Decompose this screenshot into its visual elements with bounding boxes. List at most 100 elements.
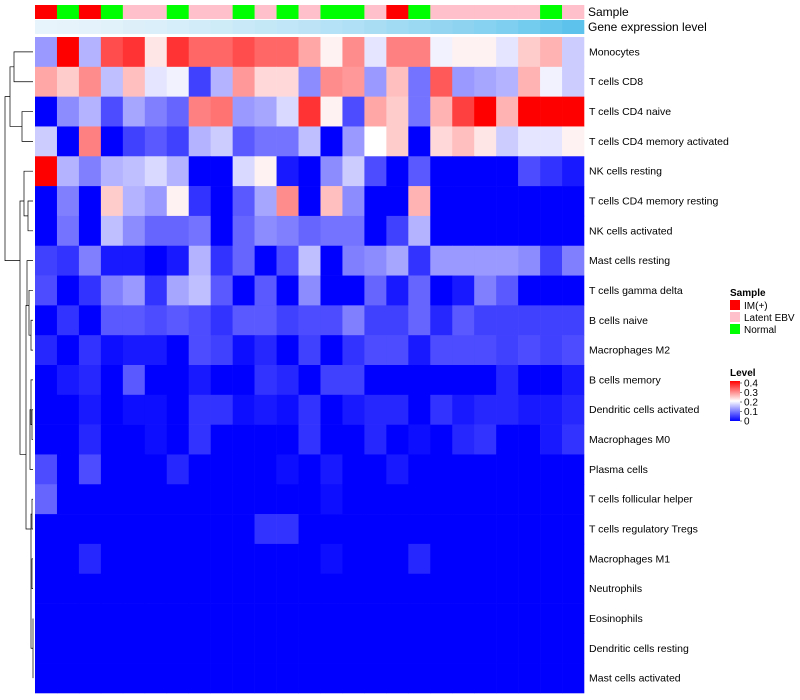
heatmap-cell xyxy=(100,245,124,276)
heatmap-cell xyxy=(320,394,343,425)
heatmap-cell xyxy=(232,156,255,187)
heatmap-cell xyxy=(540,37,563,68)
heatmap-cell xyxy=(78,663,102,694)
heatmap-cell xyxy=(430,424,453,455)
heatmap-cell xyxy=(496,305,519,336)
heatmap-cell xyxy=(364,543,387,575)
heatmap-cell xyxy=(540,275,563,306)
heatmap-cell xyxy=(540,454,563,485)
heatmap-cell xyxy=(232,275,255,306)
heatmap-cell xyxy=(166,543,190,575)
heatmap-cell xyxy=(188,633,211,664)
heatmap-cell xyxy=(386,573,409,604)
row-label: Plasma cells xyxy=(589,464,648,476)
heatmap-cell xyxy=(144,424,168,455)
expression-level-cell xyxy=(210,20,233,34)
sample-annotation-cell xyxy=(474,5,497,19)
heatmap-cell xyxy=(474,454,497,485)
heatmap-cell xyxy=(122,305,146,336)
heatmap-cell xyxy=(188,126,211,157)
heatmap-cell xyxy=(254,275,277,306)
heatmap-cell xyxy=(518,663,541,694)
heatmap-cell xyxy=(35,484,58,515)
heatmap-cell xyxy=(232,633,255,664)
heatmap-cell xyxy=(276,573,299,604)
heatmap-cell xyxy=(122,573,146,604)
heatmap-cell xyxy=(342,365,365,396)
heatmap-cell xyxy=(562,37,585,68)
heatmap-cell xyxy=(540,484,563,515)
dendrogram-branch xyxy=(30,319,33,351)
level-legend-label: 0.2 xyxy=(744,398,758,409)
expression-level-cell xyxy=(342,20,365,34)
heatmap-cell xyxy=(474,603,497,634)
dendrogram-branch xyxy=(4,96,20,261)
heatmap-cell xyxy=(408,186,431,217)
heatmap-cell xyxy=(276,543,299,575)
heatmap-cell xyxy=(56,365,80,396)
dendrogram-branch xyxy=(29,409,33,470)
heatmap-cell xyxy=(188,186,211,217)
heatmap-cell xyxy=(210,543,233,575)
heatmap-cell xyxy=(562,394,585,425)
heatmap-cell xyxy=(35,275,58,306)
heatmap-cell xyxy=(562,96,585,127)
heatmap-cell xyxy=(364,454,387,485)
heatmap-cell xyxy=(364,424,387,455)
sample-legend-swatch xyxy=(730,300,740,310)
heatmap-cell xyxy=(408,66,431,97)
heatmap-cell xyxy=(386,215,409,247)
heatmap-cell xyxy=(562,633,585,664)
heatmap-cell xyxy=(210,424,233,455)
dendrogram-branch xyxy=(19,200,26,455)
heatmap-cell xyxy=(100,126,124,157)
heatmap-cell xyxy=(320,573,343,604)
heatmap-cell xyxy=(276,66,299,97)
expression-level-cell xyxy=(166,20,190,34)
dendrogram-branch xyxy=(31,558,33,589)
heatmap-cell xyxy=(276,37,299,68)
dendrogram-branch xyxy=(25,305,31,530)
heatmap-cell xyxy=(364,96,387,127)
heatmap-cell xyxy=(298,543,321,575)
heatmap-cell xyxy=(452,543,475,575)
heatmap-cell xyxy=(298,126,321,157)
heatmap-cell xyxy=(56,245,80,276)
heatmap-cell xyxy=(408,156,431,187)
dendrogram-branch xyxy=(27,200,33,232)
heatmap-cell xyxy=(56,543,80,575)
heatmap-cell xyxy=(518,96,541,127)
heatmap-cell xyxy=(100,663,124,694)
heatmap-cell xyxy=(364,245,387,276)
heatmap-cell xyxy=(474,335,497,366)
heatmap-cell xyxy=(298,305,321,336)
heatmap-cell xyxy=(364,156,387,187)
heatmap-cell xyxy=(562,365,585,396)
heatmap-cell xyxy=(342,394,365,425)
heatmap-cell xyxy=(122,245,146,276)
heatmap-cell xyxy=(35,633,58,664)
row-label: Dendritic cells resting xyxy=(589,643,689,655)
heatmap-cell xyxy=(474,245,497,276)
heatmap-cell xyxy=(35,335,58,366)
heatmap-cell xyxy=(210,633,233,664)
sample-annotation-cell xyxy=(144,5,168,19)
heatmap-cell xyxy=(562,514,585,545)
heatmap-cell xyxy=(386,245,409,276)
heatmap-cell xyxy=(188,275,211,306)
heatmap-cell xyxy=(518,305,541,336)
heatmap-cell xyxy=(562,126,585,157)
dendrogram-branch xyxy=(21,111,33,142)
heatmap-cell xyxy=(100,365,124,396)
heatmap-cell xyxy=(518,365,541,396)
heatmap-cell xyxy=(540,215,563,247)
heatmap-cell xyxy=(452,663,475,694)
heatmap-cell xyxy=(56,305,80,336)
heatmap-cell xyxy=(474,484,497,515)
heatmap-cell xyxy=(188,215,211,247)
heatmap-cell xyxy=(210,156,233,187)
heatmap-cell xyxy=(452,514,475,545)
heatmap-cell xyxy=(100,424,124,455)
heatmap-cell xyxy=(364,663,387,694)
heatmap-cell xyxy=(122,454,146,485)
